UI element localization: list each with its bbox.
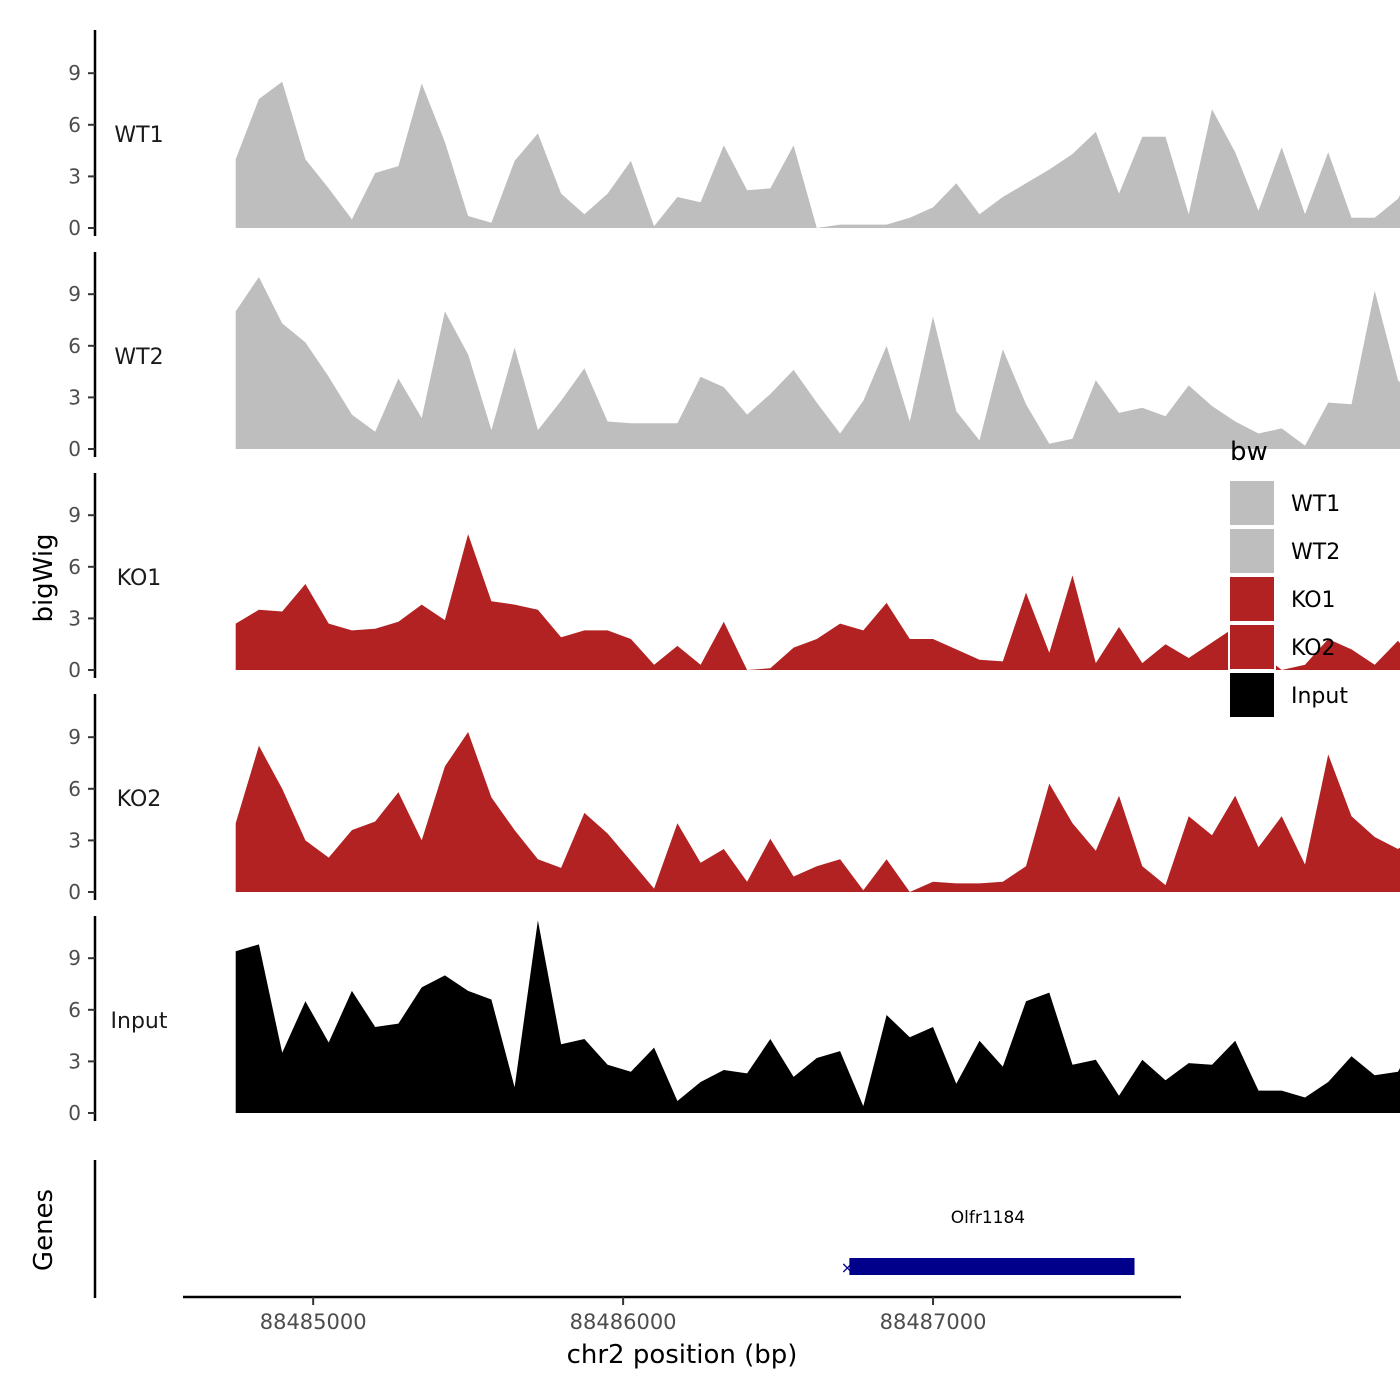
- y-tick-label: 6: [68, 555, 81, 579]
- track-wt2: 0 3 6 9 WT2: [68, 252, 1400, 461]
- genes-axis-title: Genes: [29, 1189, 59, 1271]
- y-tick-label: 3: [68, 1049, 81, 1073]
- x-tick-label: 88485000: [260, 1310, 367, 1334]
- gene-strand-icon: ×: [841, 1258, 854, 1277]
- legend-key-input: [1228, 671, 1276, 719]
- y-axis-title: bigWig: [29, 533, 59, 622]
- legend-key-ko1: [1228, 575, 1276, 623]
- y-tick-label: 6: [68, 777, 81, 801]
- track-label-wt1: WT1: [114, 123, 163, 148]
- y-tick-label: 9: [68, 61, 81, 85]
- panels: 0 3 6 9 WT1 0 3 6 9 WT2 0 3 6 9 KO1 0 3 6 9 KO2 0 3 6 9 Input: [68, 30, 1400, 1125]
- y-tick-label: 9: [68, 503, 81, 527]
- y-tick-label: 0: [68, 1101, 81, 1125]
- track-area-wt2: [235, 277, 1400, 449]
- y-tick-label: 0: [68, 437, 81, 461]
- track-ko2: 0 3 6 9 KO2: [68, 694, 1400, 904]
- track-wt1: 0 3 6 9 WT1: [68, 30, 1400, 240]
- track-area-ko1: [235, 534, 1400, 670]
- y-tick-label: 3: [68, 164, 81, 188]
- legend-label-wt2: WT2: [1291, 540, 1340, 565]
- x-tick-label: 88487000: [880, 1310, 987, 1334]
- legend-label-ko1: KO1: [1291, 588, 1336, 613]
- x-tick-label: 88486000: [570, 1310, 677, 1334]
- y-tick-label: 6: [68, 334, 81, 358]
- track-label-wt2: WT2: [114, 345, 163, 370]
- y-tick-label: 6: [68, 113, 81, 137]
- y-tick-label: 9: [68, 725, 81, 749]
- legend-key-wt1: [1228, 479, 1276, 527]
- x-axis-title: chr2 position (bp): [567, 1340, 798, 1370]
- y-tick-label: 9: [68, 282, 81, 306]
- y-tick-label: 3: [68, 385, 81, 409]
- y-tick-label: 0: [68, 216, 81, 240]
- track-label-input: Input: [111, 1009, 168, 1034]
- y-tick-label: 0: [68, 658, 81, 682]
- track-area-wt1: [235, 81, 1400, 228]
- legend-key-ko2: [1228, 623, 1276, 671]
- track-area-ko2: [235, 732, 1400, 892]
- track-label-ko2: KO2: [117, 787, 162, 812]
- track-ko1: 0 3 6 9 KO1: [68, 473, 1400, 682]
- y-tick-label: 6: [68, 998, 81, 1022]
- gene-label: Olfr1184: [951, 1208, 1025, 1228]
- y-tick-label: 0: [68, 880, 81, 904]
- legend-label-ko2: KO2: [1291, 636, 1336, 661]
- genes-panel: × Olfr1184: [93, 1160, 1135, 1298]
- track-label-ko1: KO1: [117, 566, 162, 591]
- legend-label-wt1: WT1: [1291, 492, 1340, 517]
- gene-body: [849, 1258, 1135, 1275]
- track-input: 0 3 6 9 Input: [68, 916, 1400, 1125]
- track-area-input: [235, 920, 1400, 1113]
- legend-label-input: Input: [1291, 684, 1348, 709]
- legend-title: bw: [1230, 437, 1268, 467]
- legend-key-wt2: [1228, 527, 1276, 575]
- y-tick-label: 3: [68, 828, 81, 852]
- y-tick-label: 9: [68, 946, 81, 970]
- y-tick-label: 3: [68, 606, 81, 630]
- x-axis: 88485000 88486000 88487000: [183, 1295, 1181, 1334]
- legend: bw WT1 WT2 KO1 KO2 Input: [1228, 437, 1348, 719]
